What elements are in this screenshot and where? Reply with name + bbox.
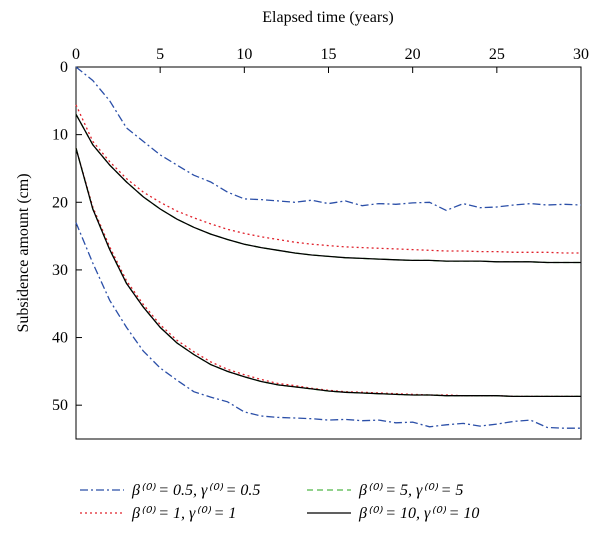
y-tick-label: 0	[60, 59, 68, 76]
y-axis-label: Subsidence amount (cm)	[15, 173, 32, 332]
series-line	[75, 148, 581, 398]
y-tick-label: 10	[52, 127, 68, 144]
plot-frame	[75, 66, 582, 440]
x-tick-label: 25	[489, 46, 505, 63]
x-tick-label: 0	[72, 46, 80, 63]
x-tick-label: 10	[236, 46, 252, 63]
y-tick-label: 30	[52, 262, 68, 279]
y-tick-label: 50	[52, 397, 68, 414]
legend-label: β⁽⁰⁾ = 0.5, γ⁽⁰⁾ = 0.5	[131, 482, 260, 499]
y-tick-label: 40	[52, 330, 68, 347]
legend-label: β⁽⁰⁾ = 1, γ⁽⁰⁾ = 1	[131, 505, 236, 522]
x-axis-label: Elapsed time (years)	[262, 9, 394, 26]
series-line	[75, 66, 582, 212]
x-tick-label: 15	[321, 46, 337, 63]
series-line	[75, 148, 581, 398]
series-line	[75, 104, 581, 254]
series-line	[75, 113, 581, 264]
x-tick-label: 20	[405, 46, 421, 63]
y-tick-label: 20	[52, 194, 68, 211]
legend-label: β⁽⁰⁾ = 10, γ⁽⁰⁾ = 10	[358, 505, 479, 522]
series-line	[75, 113, 581, 264]
series-line	[75, 222, 581, 429]
x-tick-label: 5	[156, 46, 164, 63]
x-tick-label: 30	[573, 46, 589, 63]
series-line	[75, 148, 581, 398]
legend-label: β⁽⁰⁾ = 5, γ⁽⁰⁾ = 5	[358, 482, 463, 499]
